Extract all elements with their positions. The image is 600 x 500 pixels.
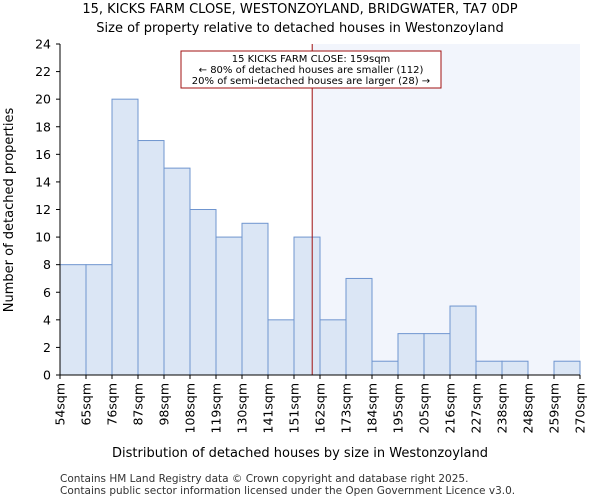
y-tick-label: 2: [43, 340, 51, 355]
y-tick-label: 10: [35, 230, 51, 245]
y-tick-label: 0: [43, 368, 51, 383]
y-tick-label: 8: [43, 257, 51, 272]
y-tick-label: 24: [35, 37, 51, 52]
bar-238sqm: [501, 360, 529, 376]
y-tick-label: 6: [43, 285, 51, 300]
x-tick-label: 248sqm: [521, 383, 536, 433]
chart-title: 15, KICKS FARM CLOSE, WESTONZOYLAND, BRI…: [82, 2, 517, 17]
bar-119sqm: [215, 236, 243, 376]
annotation-line2: 20% of semi-detached houses are larger (…: [192, 76, 430, 87]
chart-subtitle: Size of property relative to detached ho…: [96, 21, 503, 36]
bar-65sqm: [85, 264, 113, 376]
bar-205sqm: [423, 333, 451, 376]
x-tick-label: 151sqm: [287, 383, 302, 433]
x-tick-label: 270sqm: [573, 383, 588, 433]
bar-173sqm: [345, 277, 373, 376]
x-tick-label: 76sqm: [105, 383, 120, 426]
annotation-line1: ← 80% of detached houses are smaller (11…: [199, 65, 424, 76]
x-tick-label: 205sqm: [417, 383, 432, 433]
bar-98sqm: [163, 167, 191, 376]
x-tick-label: 184sqm: [365, 383, 380, 433]
x-tick-label: 98sqm: [157, 383, 172, 426]
y-tick-label: 22: [35, 64, 51, 79]
annotation-box: 15 KICKS FARM CLOSE: 159sqm ← 80% of det…: [180, 50, 442, 89]
x-tick-label: 173sqm: [339, 383, 354, 433]
bar-227sqm: [475, 360, 503, 376]
bar-216sqm: [449, 305, 477, 376]
y-tick-label: 16: [35, 147, 51, 162]
bar-141sqm: [267, 319, 295, 376]
x-tick-label: 65sqm: [79, 383, 94, 426]
y-axis-label: Number of detached properties: [2, 108, 17, 313]
x-tick-label: 130sqm: [235, 383, 250, 433]
y-tick-label: 12: [35, 202, 51, 217]
x-tick-label: 216sqm: [443, 383, 458, 433]
bar-184sqm: [371, 360, 399, 376]
x-tick-label: 162sqm: [313, 383, 328, 433]
bar-87sqm: [137, 140, 165, 376]
x-tick-label: 259sqm: [547, 383, 562, 433]
bar-259sqm: [553, 360, 581, 376]
bar-54sqm: [59, 264, 87, 376]
bar-76sqm: [111, 98, 139, 376]
y-tick-label: 18: [35, 119, 51, 134]
x-axis-label: Distribution of detached houses by size …: [112, 446, 488, 461]
bar-108sqm: [189, 209, 217, 376]
x-tick-label: 119sqm: [209, 383, 224, 433]
x-tick-label: 54sqm: [53, 383, 68, 426]
bar-130sqm: [241, 222, 269, 376]
x-tick-label: 108sqm: [183, 383, 198, 433]
bar-151sqm: [293, 236, 321, 376]
x-tick-label: 227sqm: [469, 383, 484, 433]
x-tick-label: 195sqm: [391, 383, 406, 433]
y-tick-label: 14: [35, 174, 51, 189]
y-tick-label: 20: [35, 92, 51, 107]
annotation-title: 15 KICKS FARM CLOSE: 159sqm: [232, 54, 391, 65]
x-tick-label: 87sqm: [131, 383, 146, 426]
footer-line2: Contains public sector information licen…: [60, 485, 515, 497]
bar-162sqm: [319, 319, 347, 376]
x-tick-label: 238sqm: [495, 383, 510, 433]
bar-195sqm: [397, 333, 425, 376]
y-tick-label: 4: [43, 312, 51, 327]
footer-line1: Contains HM Land Registry data © Crown c…: [60, 473, 468, 485]
x-tick-label: 141sqm: [261, 383, 276, 433]
